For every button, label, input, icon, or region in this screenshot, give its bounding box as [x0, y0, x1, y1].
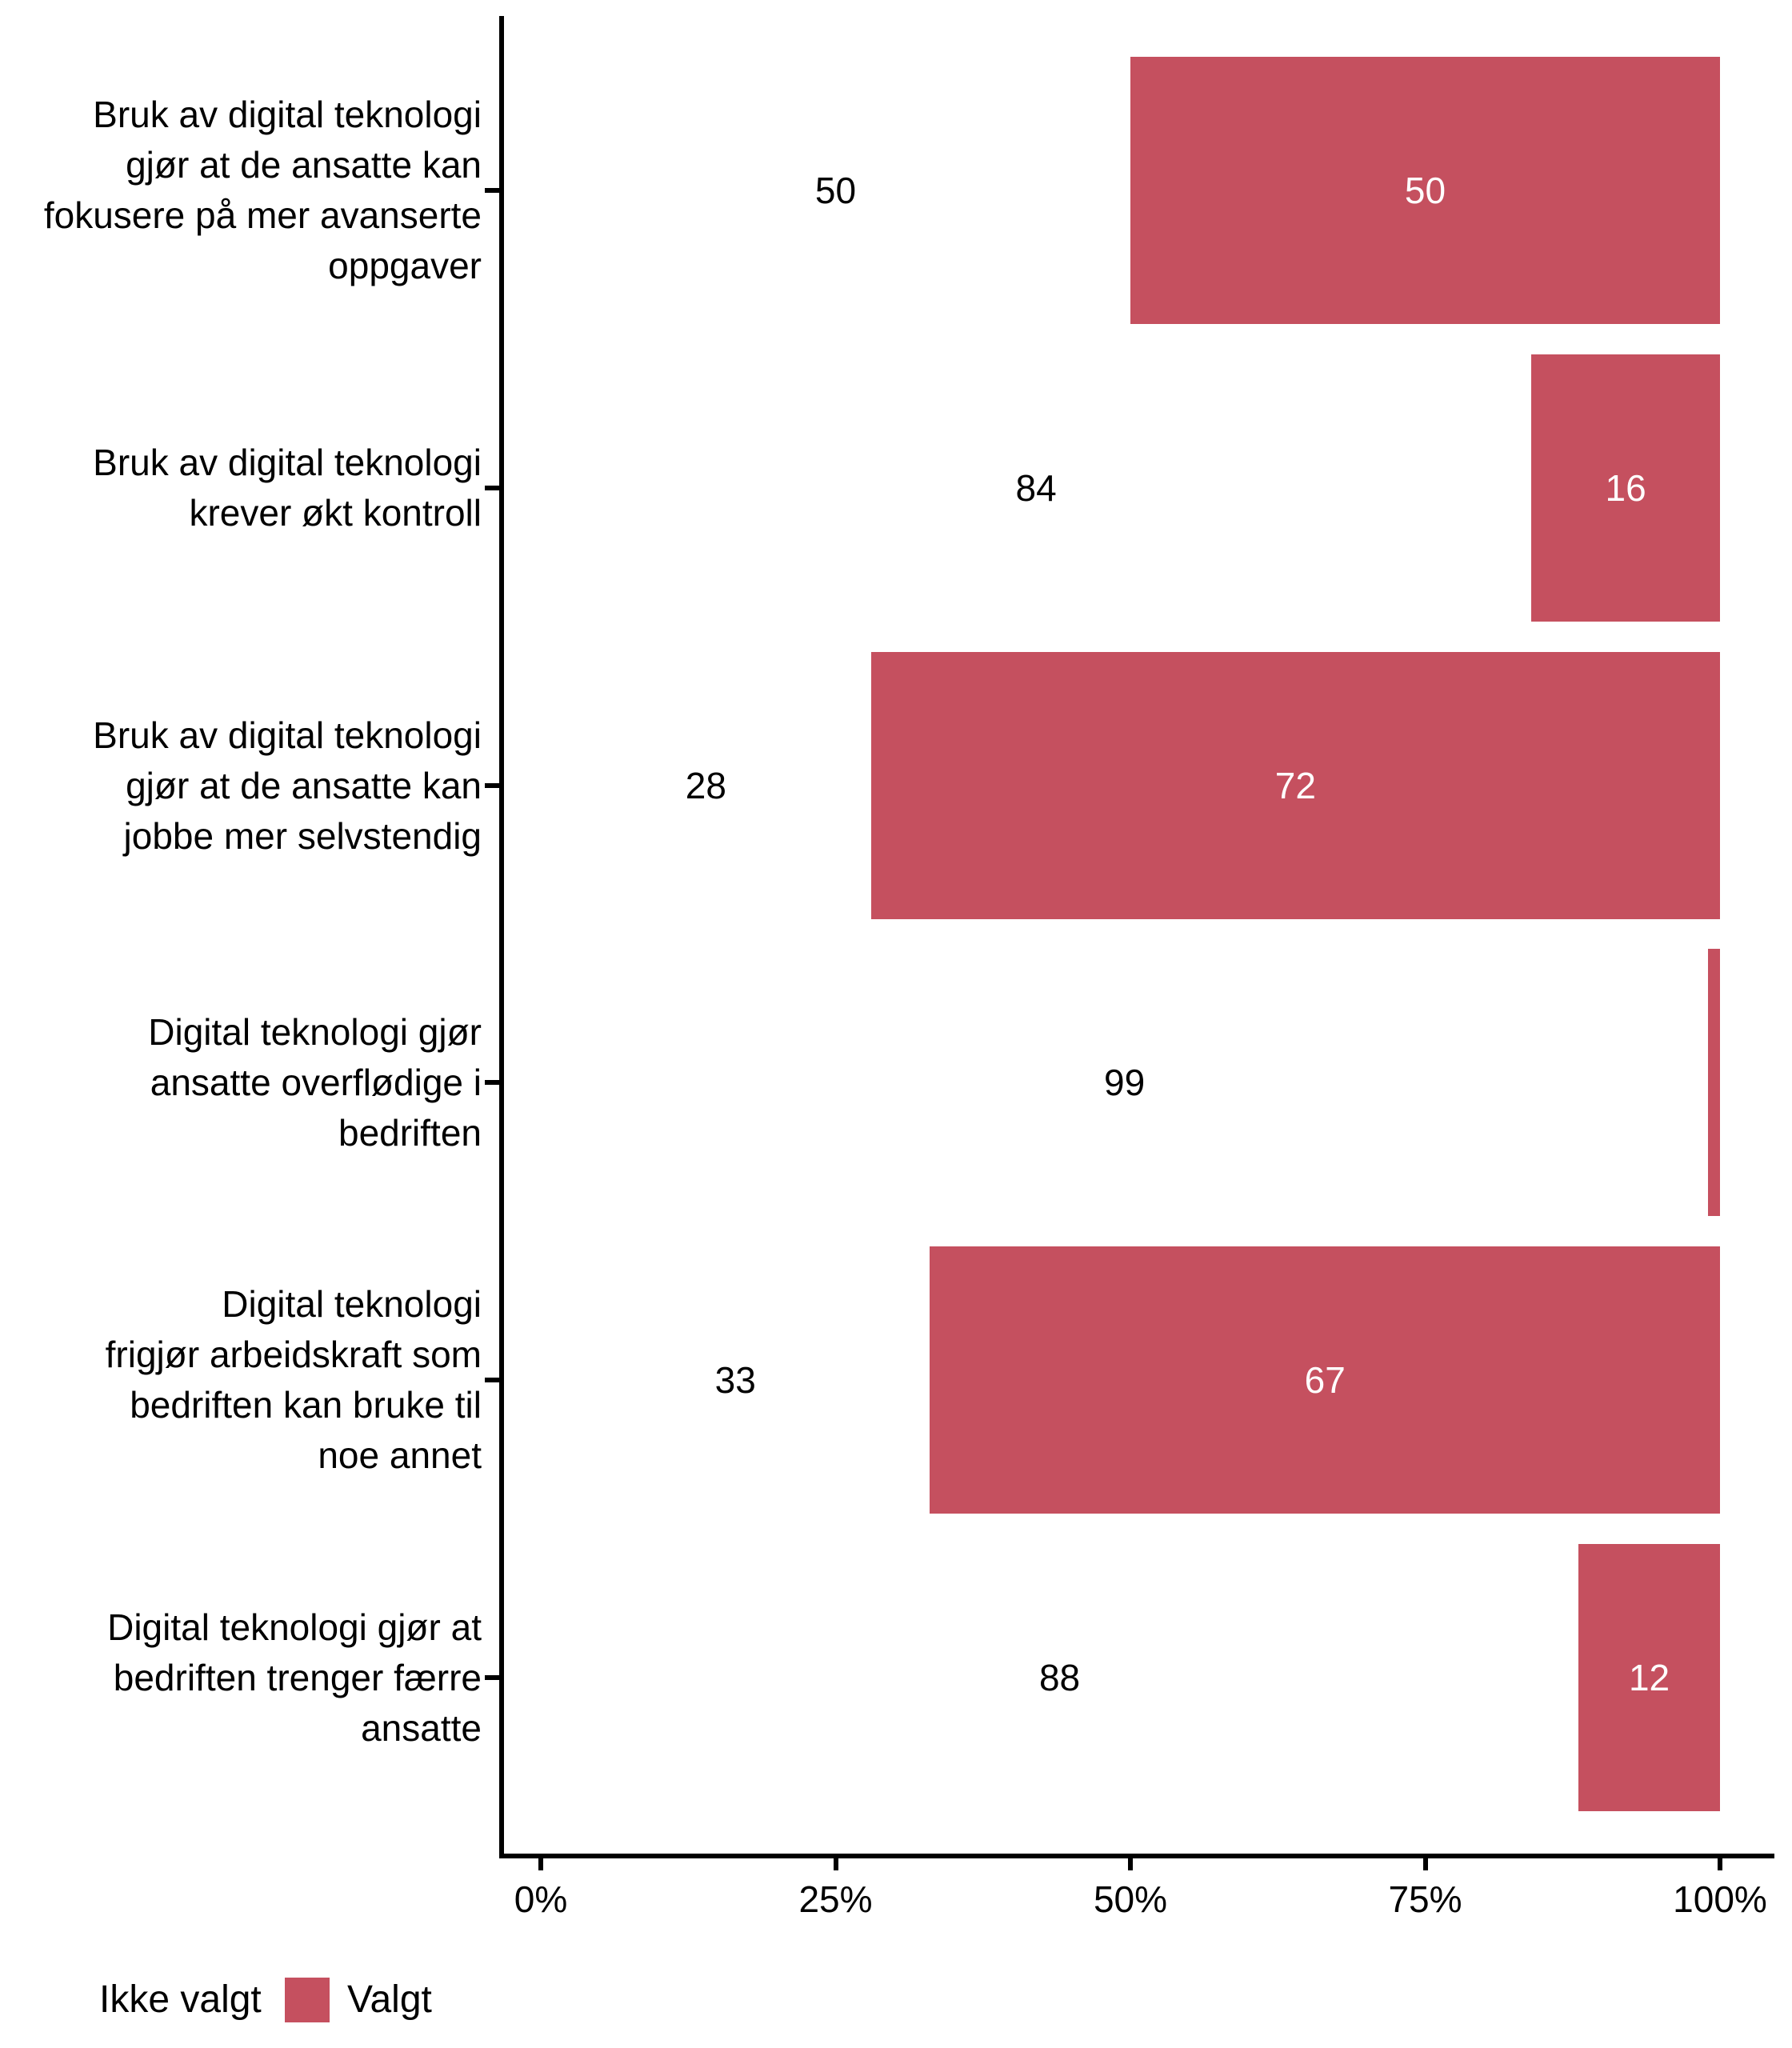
bar-segment-ikke-valgt — [541, 652, 871, 919]
bar-value-ikke-valgt: 28 — [685, 765, 726, 806]
x-axis-tick-label: 100% — [1673, 1878, 1767, 1920]
y-axis-tick — [485, 1080, 499, 1085]
x-axis-tick — [1718, 1858, 1722, 1870]
x-axis-tick — [833, 1858, 838, 1870]
x-axis-tick — [538, 1858, 543, 1870]
legend-swatch-valgt — [285, 1978, 330, 2022]
bar-value-ikke-valgt: 88 — [1038, 1657, 1081, 1698]
x-axis-tick-label: 25% — [798, 1878, 873, 1920]
bar-segment-ikke-valgt — [541, 949, 1709, 1216]
y-axis-tick — [485, 188, 499, 193]
x-axis-tick-label: 50% — [1093, 1878, 1168, 1920]
bar-segment-ikke-valgt — [541, 1544, 1579, 1811]
bar-segment-valgt — [1708, 949, 1720, 1216]
legend-label-valgt: Valgt — [347, 1978, 432, 2021]
y-axis-tick — [485, 1378, 499, 1382]
y-axis-tick — [485, 1675, 499, 1680]
bar-segment-ikke-valgt — [541, 1246, 930, 1514]
legend-swatch-ikke-valgt — [50, 1978, 94, 2022]
bar-segment-valgt — [870, 652, 1720, 919]
x-axis-tick-label: 75% — [1388, 1878, 1462, 1920]
bar-value-valgt: 67 — [1304, 1359, 1346, 1401]
x-axis-tick — [1128, 1858, 1133, 1870]
category-label: Bruk av digital teknologi gjør at de ans… — [93, 714, 482, 857]
y-axis-line — [499, 16, 504, 1858]
category-label: Digital teknologi gjør at bedriften tren… — [107, 1606, 482, 1749]
legend-label-ikke-valgt: Ikke valgt — [99, 1978, 262, 2021]
bar-value-ikke-valgt: 84 — [1015, 467, 1057, 509]
legend: Ikke valgt Valgt — [0, 1952, 1792, 2048]
bar-value-ikke-valgt: 33 — [714, 1359, 756, 1401]
bar-value-valgt: 50 — [1404, 170, 1446, 211]
category-label: Digital teknologi gjør ansatte overflødi… — [148, 1010, 482, 1154]
bar-value-valgt: 16 — [1605, 467, 1646, 509]
y-axis-tick — [485, 486, 499, 490]
category-label: Bruk av digital teknologi krever økt kon… — [93, 442, 482, 534]
category-label: Digital teknologi frigjør arbeidskraft s… — [105, 1283, 482, 1476]
bar-value-valgt: 12 — [1628, 1657, 1670, 1698]
y-axis-tick — [485, 783, 499, 788]
x-axis-tick — [1422, 1858, 1428, 1870]
x-axis-line — [499, 1854, 1774, 1858]
category-label: Bruk av digital teknologi gjør at de ans… — [43, 94, 482, 286]
bar-value-ikke-valgt: 50 — [814, 170, 857, 211]
bar-segment-valgt — [1531, 354, 1720, 622]
bar-segment-ikke-valgt — [541, 57, 1130, 324]
x-axis-tick-label: 0% — [514, 1878, 568, 1920]
bar-value-valgt: 72 — [1274, 765, 1316, 806]
bar-segment-valgt — [930, 1246, 1720, 1514]
bar-segment-valgt — [1130, 57, 1720, 324]
bar-segment-valgt — [1578, 1544, 1720, 1811]
bar-segment-ikke-valgt — [541, 354, 1532, 622]
bar-value-ikke-valgt: 99 — [1104, 1062, 1146, 1103]
